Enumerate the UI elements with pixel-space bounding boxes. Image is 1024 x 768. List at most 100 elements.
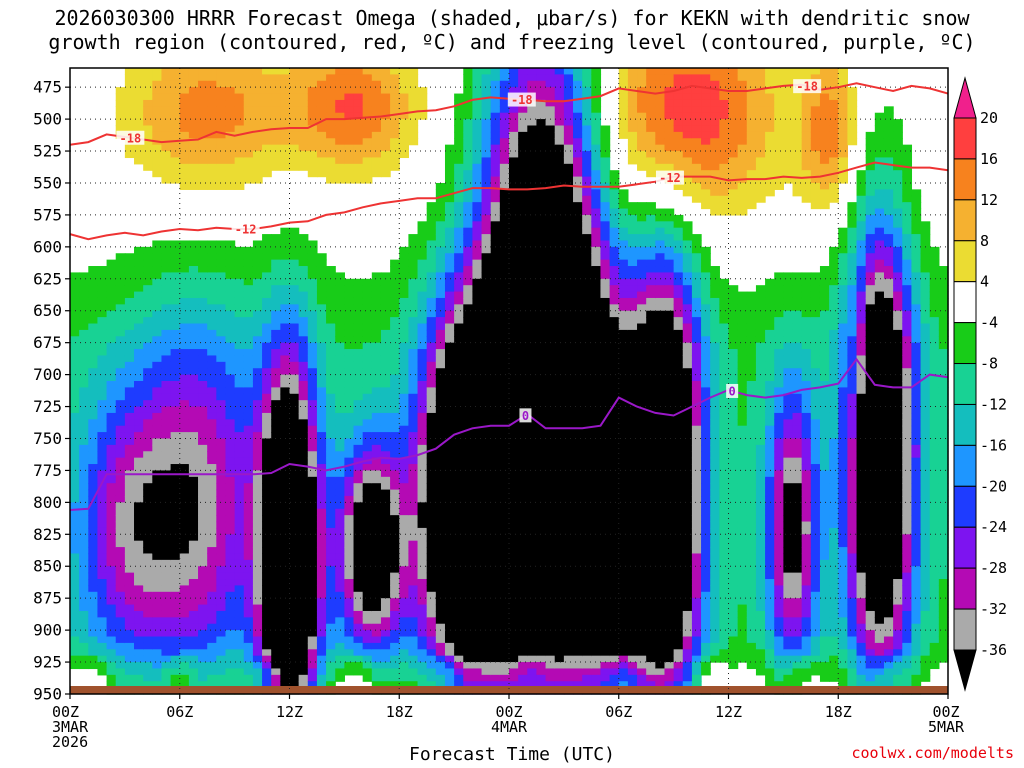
omega-cell (161, 559, 172, 567)
omega-cell (326, 93, 336, 101)
omega-cell (262, 329, 272, 337)
omega-cell (353, 112, 364, 120)
omega-cell (591, 125, 602, 133)
omega-cell (417, 470, 428, 478)
omega-cell (490, 323, 501, 331)
omega-cell (97, 553, 108, 561)
omega-cell (216, 438, 227, 446)
omega-cell (563, 476, 574, 484)
omega-cell (161, 483, 172, 491)
omega-cell (298, 278, 309, 286)
omega-cell (106, 547, 117, 555)
omega-cell (179, 297, 190, 305)
omega-cell (298, 355, 309, 363)
omega-cell (198, 125, 208, 133)
omega-cell (124, 412, 135, 420)
omega-cell (417, 572, 428, 580)
omega-cell (298, 163, 309, 171)
omega-cell (70, 464, 80, 472)
omega-cell (518, 668, 528, 676)
omega-cell (152, 540, 163, 548)
omega-cell (234, 246, 245, 254)
omega-cell (435, 642, 446, 650)
omega-cell (481, 323, 492, 331)
omega-cell (380, 157, 391, 165)
omega-cell (106, 540, 117, 548)
omega-cell (563, 444, 574, 452)
omega-cell (454, 125, 464, 133)
omega-cell (509, 125, 519, 133)
omega-cell (307, 610, 318, 618)
omega-cell (307, 119, 318, 127)
omega-cell (536, 208, 547, 216)
omega-cell (252, 457, 263, 465)
omega-cell (499, 381, 510, 388)
omega-cell (444, 566, 455, 574)
omega-cell (536, 502, 547, 510)
omega-cell (70, 470, 80, 478)
omega-cell (152, 170, 163, 178)
omega-cell (143, 515, 153, 523)
omega-cell (124, 521, 135, 529)
omega-cell (353, 304, 364, 312)
omega-cell (426, 253, 437, 261)
omega-cell (435, 266, 446, 274)
omega-cell (426, 521, 437, 529)
omega-cell (499, 489, 510, 497)
omega-cell (280, 642, 291, 650)
omega-cell (70, 285, 80, 293)
omega-cell (198, 349, 208, 357)
omega-cell (417, 412, 428, 420)
omega-cell (481, 400, 492, 408)
omega-cell (79, 393, 89, 401)
omega-cell (88, 278, 99, 286)
omega-cell (198, 253, 208, 261)
omega-cell (134, 476, 144, 484)
omega-cell (134, 119, 144, 127)
omega-cell (152, 157, 163, 165)
omega-cell (289, 272, 300, 280)
omega-cell (582, 559, 592, 567)
omega-cell (380, 87, 391, 95)
omega-cell (188, 585, 199, 593)
omega-cell (591, 234, 602, 242)
omega-cell (298, 419, 309, 427)
omega-cell (198, 432, 208, 440)
omega-cell (262, 547, 272, 555)
omega-cell (225, 106, 236, 114)
omega-cell (134, 617, 144, 625)
omega-cell (518, 444, 528, 452)
omega-cell (390, 342, 400, 350)
omega-cell (472, 630, 483, 638)
omega-cell (198, 412, 208, 420)
omega-cell (271, 355, 281, 363)
omega-cell (271, 151, 281, 159)
omega-cell (435, 189, 446, 197)
omega-cell (115, 297, 126, 305)
omega-cell (262, 610, 272, 618)
omega-cell (97, 374, 108, 382)
omega-cell (216, 521, 227, 529)
omega-cell (243, 266, 254, 274)
omega-cell (454, 553, 464, 561)
omega-cell (225, 636, 236, 644)
omega-cell (106, 297, 117, 305)
omega-cell (472, 579, 483, 587)
omega-cell (207, 483, 217, 491)
omega-cell (79, 361, 89, 369)
omega-cell (170, 642, 181, 650)
omega-cell (472, 323, 483, 331)
omega-cell (134, 400, 144, 408)
omega-cell (316, 540, 327, 548)
omega-cell (380, 387, 391, 395)
omega-cell (490, 182, 501, 190)
omega-cell (545, 285, 556, 293)
omega-cell (509, 604, 519, 612)
omega-cell (280, 112, 291, 120)
omega-cell (408, 323, 419, 331)
omega-cell (88, 547, 99, 555)
omega-cell (481, 457, 492, 465)
omega-cell (88, 374, 99, 382)
omega-cell (170, 374, 181, 382)
omega-cell (262, 170, 272, 178)
